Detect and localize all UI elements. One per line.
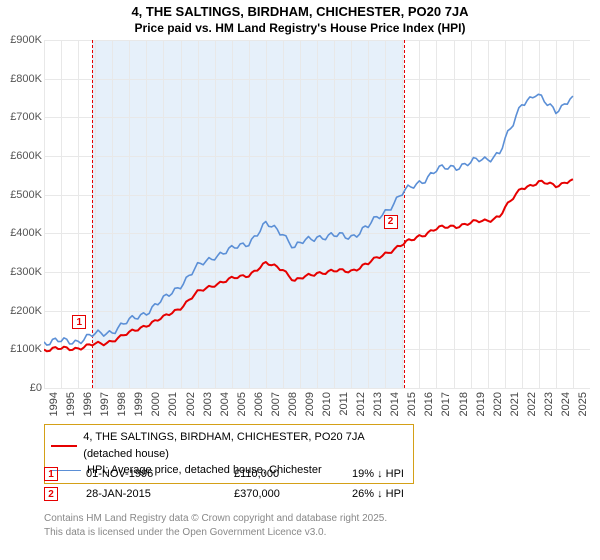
x-tick-label: 2016	[423, 392, 435, 416]
y-tick-label: £800K	[10, 73, 42, 85]
legend-swatch	[51, 445, 77, 447]
x-tick-label: 2018	[458, 392, 470, 416]
footer-line: Contains HM Land Registry data © Crown c…	[44, 512, 387, 526]
x-tick-label: 2004	[219, 392, 231, 416]
x-tick-label: 2003	[202, 392, 214, 416]
y-tick-label: £700K	[10, 111, 42, 123]
x-tick-label: 2008	[287, 392, 299, 416]
x-tick-label: 1999	[133, 392, 145, 416]
page-title: 4, THE SALTINGS, BIRDHAM, CHICHESTER, PO…	[0, 4, 600, 19]
y-tick-label: £400K	[10, 227, 42, 239]
chart-marker: 1	[72, 315, 86, 329]
x-tick-label: 2009	[304, 392, 316, 416]
footer-line: This data is licensed under the Open Gov…	[44, 526, 387, 540]
x-tick-label: 2012	[355, 392, 367, 416]
annotation-table: 1 01-NOV-1996 £110,000 19% ↓ HPI 2 28-JA…	[44, 464, 472, 504]
annotation-price: £110,000	[234, 468, 324, 480]
y-tick-label: £500K	[10, 189, 42, 201]
x-tick-label: 2007	[270, 392, 282, 416]
y-tick-label: £600K	[10, 150, 42, 162]
page-subtitle: Price paid vs. HM Land Registry's House …	[0, 21, 600, 35]
y-tick-label: £100K	[10, 343, 42, 355]
x-tick-label: 2000	[150, 392, 162, 416]
x-tick-label: 2017	[440, 392, 452, 416]
x-axis: 1994 1995 1996 1997 1998 1999 2000 2001 2002 2003…	[44, 388, 590, 424]
x-tick-label: 2013	[372, 392, 384, 416]
annotation-marker: 2	[44, 487, 58, 501]
x-tick-label: 2021	[509, 392, 521, 416]
y-axis: £0£100K£200K£300K£400K£500K£600K£700K£80…	[0, 40, 44, 388]
x-tick-label: 2015	[406, 392, 418, 416]
annotation-diff: 19% ↓ HPI	[352, 468, 472, 480]
y-tick-label: £900K	[10, 34, 42, 46]
x-tick-label: 1997	[99, 392, 111, 416]
x-tick-label: 2005	[236, 392, 248, 416]
x-tick-label: 2023	[543, 392, 555, 416]
x-tick-label: 2025	[577, 392, 589, 416]
y-tick-label: £200K	[10, 305, 42, 317]
x-tick-label: 2022	[526, 392, 538, 416]
legend-label: 4, THE SALTINGS, BIRDHAM, CHICHESTER, PO…	[83, 429, 407, 462]
x-tick-label: 2014	[389, 392, 401, 416]
annotation-date: 01-NOV-1996	[86, 468, 206, 480]
x-tick-label: 2019	[475, 392, 487, 416]
x-tick-label: 2002	[185, 392, 197, 416]
x-tick-label: 1995	[65, 392, 77, 416]
x-tick-label: 2024	[560, 392, 572, 416]
x-tick-label: 1996	[82, 392, 94, 416]
annotation-marker: 1	[44, 467, 58, 481]
chart-area: 12	[44, 40, 590, 388]
annotation-row: 2 28-JAN-2015 £370,000 26% ↓ HPI	[44, 484, 472, 504]
annotation-row: 1 01-NOV-1996 £110,000 19% ↓ HPI	[44, 464, 472, 484]
annotation-diff: 26% ↓ HPI	[352, 488, 472, 500]
x-tick-label: 2010	[321, 392, 333, 416]
x-tick-label: 2001	[167, 392, 179, 416]
footer: Contains HM Land Registry data © Crown c…	[44, 512, 387, 540]
x-tick-label: 2020	[492, 392, 504, 416]
chart-marker: 2	[384, 215, 398, 229]
y-tick-label: £0	[30, 382, 42, 394]
x-tick-label: 1994	[48, 392, 60, 416]
x-tick-label: 2006	[253, 392, 265, 416]
legend-item-property: 4, THE SALTINGS, BIRDHAM, CHICHESTER, PO…	[51, 429, 407, 462]
plot-area: 12	[44, 40, 590, 388]
annotation-price: £370,000	[234, 488, 324, 500]
y-tick-label: £300K	[10, 266, 42, 278]
annotation-date: 28-JAN-2015	[86, 488, 206, 500]
x-tick-label: 2011	[338, 392, 350, 416]
x-tick-label: 1998	[116, 392, 128, 416]
